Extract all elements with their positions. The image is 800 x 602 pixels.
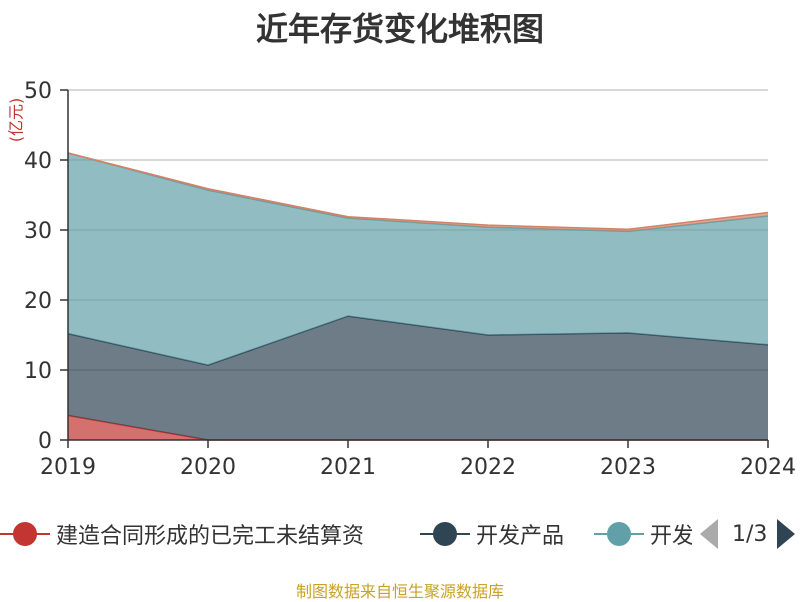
y-tick-label: 40 [24, 149, 52, 174]
y-axis-labels: 0 10 20 30 40 50 [24, 79, 52, 454]
x-tick-label: 2021 [320, 455, 376, 480]
legend-item-construction-contract[interactable]: 建造合同形成的已完工未结算资 [0, 514, 364, 554]
legend-label: 开发成本 [650, 524, 692, 549]
series-area-1 [68, 316, 768, 440]
legend-label: 建造合同形成的已完工未结算资 [56, 524, 365, 549]
series-area-2 [68, 153, 768, 366]
x-tick-label: 2024 [740, 455, 796, 480]
legend-item-development-cost[interactable]: 开发成本 [594, 514, 692, 554]
x-tick-label: 2019 [40, 455, 96, 480]
data-source-note: 制图数据来自恒生聚源数据库 [295, 582, 504, 601]
y-tick-label: 20 [24, 289, 52, 314]
legend-page-indicator: 1/3 [732, 521, 768, 547]
y-tick-label: 50 [24, 79, 52, 104]
legend-marker-icon [594, 514, 644, 554]
legend-pager: 1/3 [700, 514, 796, 554]
y-tick-label: 0 [38, 429, 52, 454]
y-tick-label: 30 [24, 219, 52, 244]
x-tick-label: 2023 [600, 455, 656, 480]
series-line-3 [67, 152, 769, 231]
next-page-icon[interactable] [777, 519, 796, 549]
x-axis-labels: 2019 2020 2021 2022 2023 2024 [40, 455, 796, 480]
legend-marker-icon [0, 514, 50, 554]
previous-page-icon[interactable] [700, 519, 718, 549]
legend-label: 开发产品 [476, 524, 565, 549]
stacked-areas [67, 152, 769, 441]
legend-items: 建造合同形成的已完工未结算资 开发产品 开发成本 [0, 514, 692, 554]
series-area-3 [68, 153, 768, 232]
y-tick-label: 10 [24, 359, 52, 384]
legend: 建造合同形成的已完工未结算资 开发产品 开发成本 1/3 [0, 514, 800, 554]
legend-marker-icon [420, 514, 470, 554]
x-tick-label: 2022 [460, 455, 516, 480]
legend-item-developed-products[interactable]: 开发产品 [420, 514, 564, 554]
chart-title: 近年存货变化堆积图 [255, 10, 544, 48]
axes [60, 89, 769, 448]
chart-canvas: 2019 2020 2021 2022 2023 2024 0 10 20 30 40 50 [24, 79, 796, 480]
series-area-0 [68, 415, 768, 440]
x-tick-label: 2020 [180, 455, 236, 480]
